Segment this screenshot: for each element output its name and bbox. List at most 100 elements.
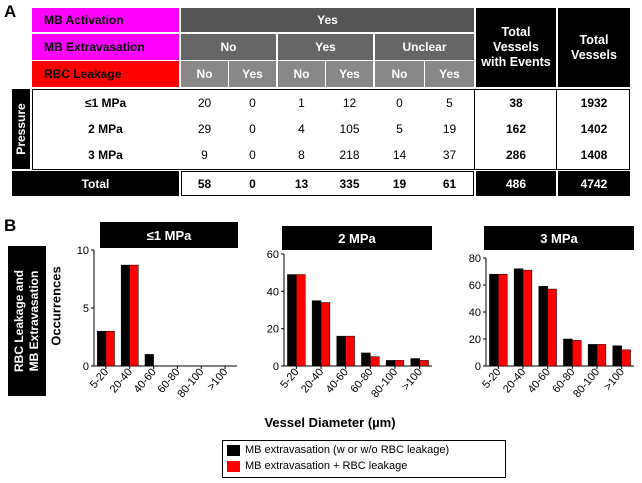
bar bbox=[596, 344, 607, 367]
pressure-label-box: Pressure bbox=[12, 89, 30, 169]
mb-activation-label: MB Activation bbox=[32, 8, 179, 32]
y-tick-label: 20 bbox=[469, 334, 481, 346]
bar bbox=[419, 360, 429, 367]
x-tick-label: 40-60 bbox=[526, 366, 553, 395]
table-divider bbox=[556, 89, 557, 170]
table-divider bbox=[474, 89, 475, 170]
bar bbox=[120, 264, 130, 367]
events-cell: 286 bbox=[505, 148, 527, 162]
side-label-box: RBC Leakage and MB Extravasation bbox=[8, 246, 46, 396]
bar bbox=[311, 300, 322, 367]
bar bbox=[547, 288, 557, 367]
extravasation-no-header: No bbox=[181, 34, 276, 60]
leakage-col-header: Yes bbox=[326, 61, 373, 87]
bar bbox=[385, 360, 396, 367]
events-cell: 162 bbox=[505, 122, 527, 136]
x-tick-label: 40-60 bbox=[132, 366, 159, 395]
legend-swatch bbox=[227, 460, 240, 472]
total-vessels-header: Total Vessels bbox=[558, 8, 630, 87]
bar bbox=[498, 273, 508, 367]
legend: MB extravasation (w or w/o RBC leakage) … bbox=[222, 440, 506, 478]
table-cell: 0 bbox=[249, 148, 256, 162]
leakage-col-header: Yes bbox=[425, 61, 474, 87]
x-tick-label: 20-40 bbox=[299, 366, 326, 395]
total-row-cell: 19 bbox=[392, 176, 407, 191]
table-cell: 5 bbox=[446, 96, 453, 110]
panel-b-letter: B bbox=[4, 216, 17, 235]
bar bbox=[621, 349, 631, 367]
total-row-border bbox=[181, 171, 474, 196]
table-cell: 218 bbox=[339, 148, 360, 162]
total-cell: 1408 bbox=[580, 148, 608, 162]
extravasation-yes-header: Yes bbox=[278, 34, 373, 60]
extravasation-unclear-header: Unclear bbox=[375, 34, 474, 60]
table-cell: 12 bbox=[342, 96, 357, 110]
y-tick-label: 0 bbox=[83, 361, 89, 373]
table-cell: 5 bbox=[396, 122, 403, 136]
bar bbox=[513, 268, 524, 367]
bar bbox=[489, 273, 499, 367]
x-tick-label: 40-60 bbox=[324, 366, 351, 395]
bar bbox=[563, 338, 573, 367]
bar bbox=[97, 330, 107, 367]
y-tick-label: 40 bbox=[469, 307, 481, 319]
table-cell: 20 bbox=[197, 96, 212, 110]
row-label: 2 MPa bbox=[88, 122, 123, 136]
table-cell: 8 bbox=[298, 148, 305, 162]
x-tick-label: 80-100 bbox=[571, 366, 602, 400]
y-tick-label: 0 bbox=[475, 361, 481, 373]
bar bbox=[105, 330, 115, 367]
x-tick-label: 80-100 bbox=[175, 366, 206, 400]
total-row-cell: 335 bbox=[339, 176, 360, 191]
chart-title: 3 MPa bbox=[484, 226, 634, 250]
legend-item: MB extravasation + RBC leakage bbox=[227, 460, 407, 472]
row-label: ≤1 MPa bbox=[84, 96, 127, 110]
x-tick-label: >100 bbox=[400, 366, 425, 393]
chart-title: ≤1 MPa bbox=[100, 222, 238, 248]
y-tick-label: 20 bbox=[267, 324, 279, 336]
table-cell: 9 bbox=[201, 148, 208, 162]
bar bbox=[538, 286, 548, 367]
table-cell: 19 bbox=[442, 122, 457, 136]
bar bbox=[394, 360, 405, 367]
total-row-cell: 58 bbox=[197, 176, 212, 191]
bar bbox=[296, 274, 306, 367]
total-row-cell: 0 bbox=[249, 176, 256, 191]
y-tick-label: 60 bbox=[469, 280, 481, 292]
table-cell: 105 bbox=[339, 122, 360, 136]
legend-label: MB extravasation (w or w/o RBC leakage) bbox=[245, 444, 450, 456]
legend-label: MB extravasation + RBC leakage bbox=[245, 460, 408, 472]
y-tick-label: 0 bbox=[273, 361, 279, 373]
table-cell: 37 bbox=[442, 148, 457, 162]
table-cell: 0 bbox=[249, 122, 256, 136]
table-body-border bbox=[32, 89, 630, 170]
table-cell: 29 bbox=[197, 122, 212, 136]
leakage-col-header: No bbox=[278, 61, 325, 87]
bar bbox=[522, 269, 533, 367]
events-cell: 38 bbox=[509, 96, 523, 110]
legend-item: MB extravasation (w or w/o RBC leakage) bbox=[227, 444, 449, 456]
bar bbox=[345, 335, 355, 367]
total-row-cell: 13 bbox=[294, 176, 309, 191]
bar bbox=[129, 264, 139, 367]
leakage-col-header: Yes bbox=[229, 61, 276, 87]
leakage-col-header: No bbox=[375, 61, 424, 87]
total-cell: 1932 bbox=[580, 96, 608, 110]
x-tick-label: 20-40 bbox=[108, 366, 135, 395]
y-tick-label: 60 bbox=[267, 249, 279, 261]
table-cell: 1 bbox=[298, 96, 305, 110]
table-cell: 4 bbox=[298, 122, 305, 136]
mb-activation-yes-header: Yes bbox=[181, 8, 474, 32]
y-tick-label: 80 bbox=[469, 253, 481, 265]
y-tick-label: 10 bbox=[77, 245, 89, 257]
mb-extravasation-label: MB Extravasation bbox=[32, 34, 179, 60]
total-cell: 1402 bbox=[580, 122, 608, 136]
panel-a-letter: A bbox=[4, 2, 17, 21]
y-tick-label: 5 bbox=[83, 303, 89, 315]
total-row-cell: 61 bbox=[442, 176, 457, 191]
bar bbox=[370, 356, 380, 367]
